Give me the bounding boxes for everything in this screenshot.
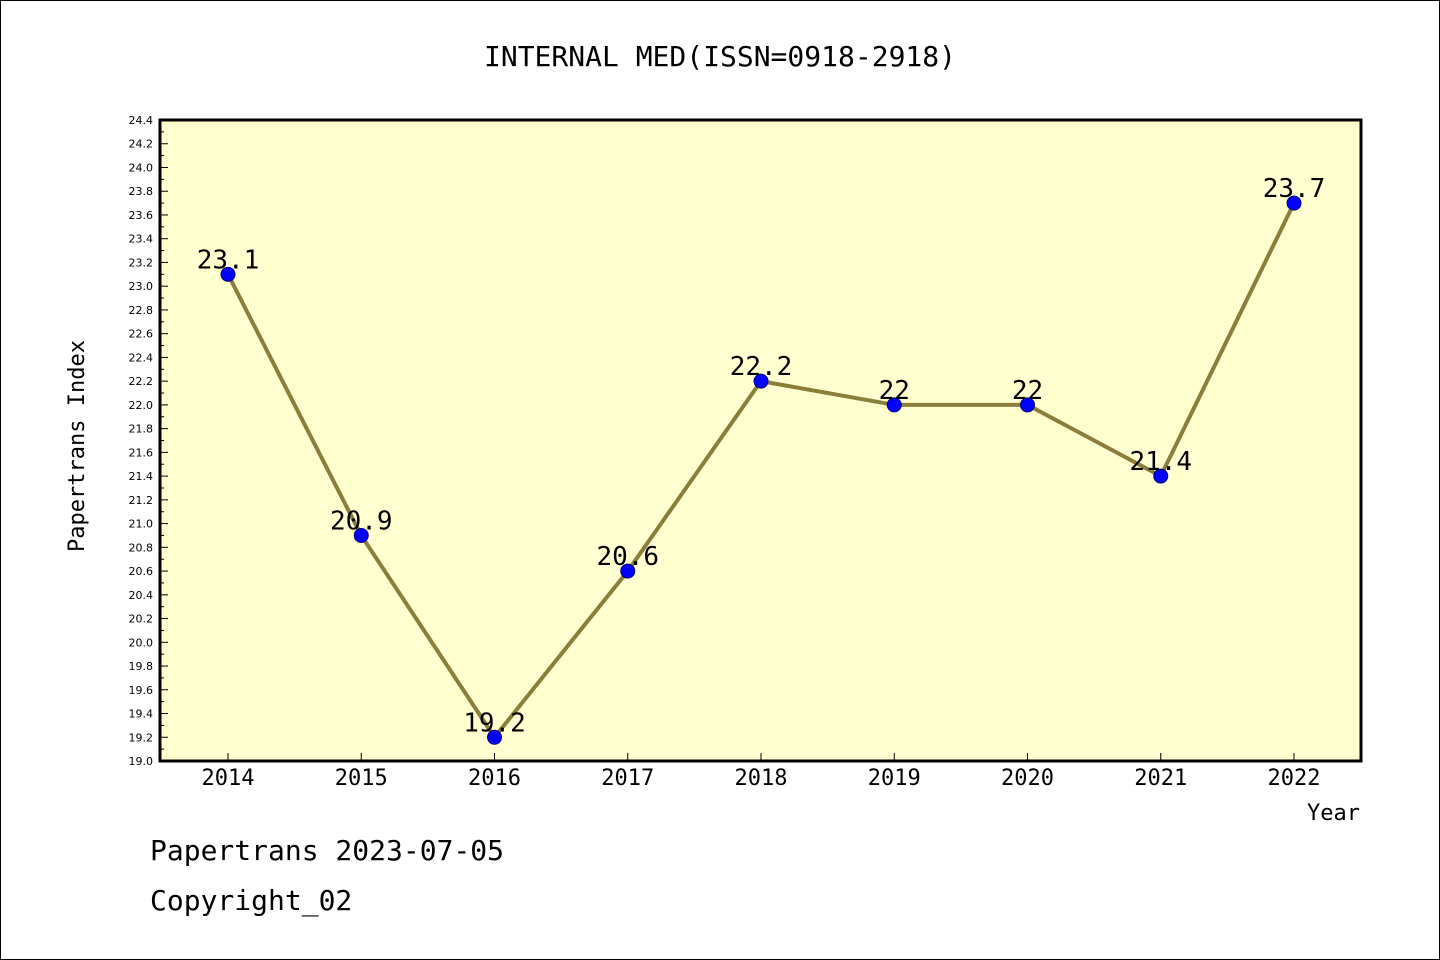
footer-source: Papertrans 2023-07-05: [150, 834, 505, 867]
x-tick-label: 2016: [468, 766, 521, 791]
y-tick-label: 20.8: [129, 541, 154, 554]
x-tick-label: 2017: [601, 766, 654, 791]
data-label: 22.2: [730, 352, 793, 382]
data-label: 21.4: [1129, 447, 1192, 477]
data-label: 20.6: [596, 542, 659, 572]
y-tick-label: 19.4: [129, 708, 154, 721]
y-tick-label: 19.2: [129, 731, 154, 744]
y-tick-label: 22.0: [129, 399, 154, 412]
data-label: 20.9: [330, 506, 393, 536]
data-point: [353, 527, 369, 543]
data-point: [487, 729, 502, 745]
data-point: [1286, 195, 1302, 211]
data-point: [220, 266, 236, 282]
y-tick-label: 20.6: [129, 565, 154, 578]
y-tick-label: 20.0: [129, 636, 154, 649]
y-tick-label: 22.4: [129, 351, 154, 364]
y-tick-label: 24.4: [129, 114, 154, 127]
data-labels: 23.1 20.9 19.2 20.6 22.2 22 22 21.4 23.7: [197, 174, 1326, 738]
data-point: [1153, 468, 1169, 484]
y-tick-label: 19.0: [129, 755, 154, 768]
y-axis: 19.0 19.2 19.4 19.6 19.8 20.0 20.2 20.4 20.6 20.8…: [129, 114, 168, 768]
y-tick-label: 20.2: [129, 613, 154, 626]
data-label: 22: [1012, 376, 1043, 406]
y-tick-label: 21.2: [129, 494, 154, 507]
y-tick-label: 23.6: [129, 209, 154, 222]
data-label: 19.2: [463, 708, 526, 738]
data-label: 23.1: [197, 245, 260, 275]
y-tick-label: 21.8: [129, 423, 154, 436]
x-axis: 2014 2015 2016 2017 2018 2019 2020 2021 2022: [202, 753, 1321, 791]
y-tick-label: 20.4: [129, 589, 154, 602]
y-tick-label: 21.6: [129, 446, 154, 459]
series-markers: [220, 195, 1302, 745]
y-tick-label: 19.8: [129, 660, 154, 673]
y-tick-label: 24.0: [129, 161, 154, 174]
footer-copyright: Copyright_02: [150, 884, 353, 917]
y-tick-label: 22.2: [129, 375, 154, 388]
x-tick-label: 2018: [735, 766, 788, 791]
y-tick-label: 23.2: [129, 256, 154, 269]
y-tick-label: 23.8: [129, 185, 154, 198]
y-tick-label: 21.4: [129, 470, 154, 483]
x-tick-label: 2022: [1268, 766, 1321, 791]
data-label: 22: [879, 376, 910, 406]
data-point: [1020, 397, 1035, 413]
x-tick-label: 2015: [335, 766, 388, 791]
plot-border: [158, 118, 1363, 763]
chart-title: INTERNAL MED(ISSN=0918-2918): [484, 40, 956, 73]
plot-area: [160, 120, 1361, 761]
y-tick-label: 23.4: [129, 233, 154, 246]
x-tick-label: 2020: [1001, 766, 1054, 791]
y-tick-label: 22.8: [129, 304, 154, 317]
data-point: [753, 373, 769, 389]
y-axis-label: Papertrans Index: [65, 340, 90, 552]
data-point: [886, 397, 902, 413]
y-tick-label: 22.6: [129, 328, 154, 341]
data-point: [620, 563, 636, 579]
x-tick-label: 2019: [868, 766, 921, 791]
y-tick-label: 19.6: [129, 684, 154, 697]
y-tick-label: 23.0: [129, 280, 154, 293]
data-label: 23.7: [1263, 174, 1326, 204]
x-axis-label: Year: [1307, 801, 1360, 826]
x-tick-label: 2021: [1134, 766, 1187, 791]
y-tick-label: 24.2: [129, 138, 154, 151]
x-tick-label: 2014: [202, 766, 255, 791]
y-tick-label: 21.0: [129, 518, 154, 531]
